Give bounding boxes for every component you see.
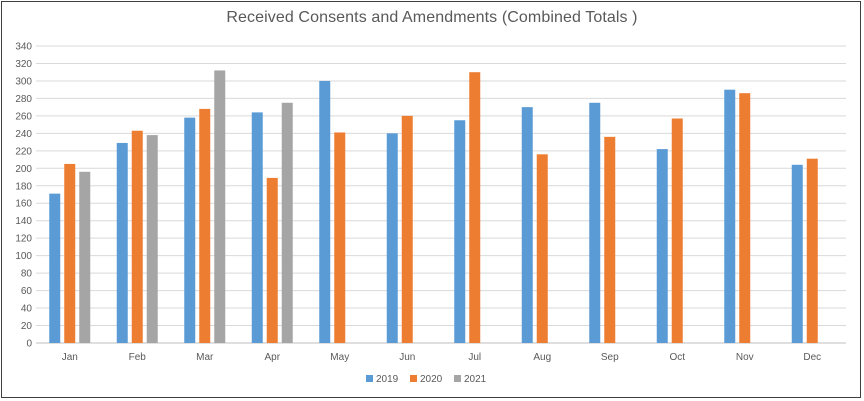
- y-tick-label: 140: [15, 216, 32, 227]
- bars: [49, 70, 818, 344]
- y-tick-label: 280: [15, 94, 32, 105]
- bar-2019-mar: [184, 117, 196, 343]
- x-tick-label: Aug: [533, 352, 551, 363]
- bar-2020-mar: [199, 108, 211, 343]
- legend-label: 2019: [376, 374, 399, 385]
- bar-2019-apr: [251, 112, 263, 343]
- bar-2019-oct: [656, 149, 668, 343]
- y-tick-label: 0: [26, 339, 32, 350]
- x-axis: Jan Feb Mar Apr May Jun Jul Aug Sep Oct Nov Dec: [62, 352, 821, 363]
- bar-2019-dec: [791, 164, 803, 343]
- gridlines: [36, 45, 846, 344]
- chart-title: Received Consents and Amendments (Combin…: [226, 9, 638, 26]
- x-tick-label: Sep: [601, 352, 619, 363]
- y-tick-label: 200: [15, 164, 32, 175]
- y-tick-label: 340: [15, 42, 32, 53]
- x-tick-label: Nov: [736, 352, 754, 363]
- x-tick-label: Oct: [669, 352, 685, 363]
- x-tick-label: Mar: [196, 352, 214, 363]
- bar-2020-oct: [671, 118, 683, 344]
- y-tick-label: 60: [21, 286, 33, 297]
- y-tick-label: 80: [21, 269, 33, 280]
- bar-2020-apr: [266, 177, 278, 343]
- y-tick-label: 300: [15, 76, 32, 87]
- legend-swatch-2019: [366, 375, 373, 382]
- x-tick-label: Apr: [264, 352, 280, 363]
- x-tick-label: Feb: [129, 352, 147, 363]
- bar-2021-jan: [79, 171, 91, 343]
- bar-2020-nov: [739, 93, 751, 343]
- legend-swatch-2020: [410, 375, 417, 382]
- bar-2020-aug: [536, 154, 548, 343]
- bar-2020-sep: [604, 136, 616, 343]
- bar-2020-jul: [469, 72, 481, 344]
- y-tick-label: 40: [21, 304, 33, 315]
- legend-label: 2020: [420, 374, 443, 385]
- bar-2019-jul: [454, 120, 466, 343]
- bar-2019-may: [319, 80, 331, 344]
- bar-2019-feb: [116, 142, 128, 343]
- x-tick-label: Jan: [62, 352, 78, 363]
- bar-2019-jun: [386, 133, 398, 343]
- y-axis: 0 20 40 60 80 100 120 140 160 180 200 220 240 260 280 3…: [15, 42, 32, 350]
- x-tick-label: Dec: [803, 352, 821, 363]
- bar-2021-mar: [214, 70, 226, 343]
- y-tick-label: 240: [15, 129, 32, 140]
- bar-2020-may: [334, 132, 346, 343]
- y-tick-label: 160: [15, 199, 32, 210]
- x-tick-label: Jul: [468, 352, 481, 363]
- y-tick-label: 20: [21, 321, 33, 332]
- bar-2020-jan: [64, 163, 76, 343]
- bar-2020-dec: [806, 158, 818, 343]
- bar-2019-jan: [49, 193, 61, 343]
- bar-2020-jun: [401, 115, 413, 343]
- bar-2021-apr: [281, 102, 293, 343]
- legend: 2019 2020 2021: [366, 374, 487, 385]
- bar-2020-feb: [131, 130, 143, 343]
- x-tick-label: May: [330, 352, 349, 363]
- y-tick-label: 180: [15, 181, 32, 192]
- y-tick-label: 120: [15, 234, 32, 245]
- y-tick-label: 320: [15, 59, 32, 70]
- y-tick-label: 100: [15, 251, 32, 262]
- bar-2019-nov: [724, 89, 736, 343]
- x-tick-label: Jun: [399, 352, 415, 363]
- bar-2019-sep: [589, 102, 601, 343]
- bar-2019-aug: [521, 107, 533, 343]
- bar-2021-feb: [146, 135, 158, 343]
- y-tick-label: 220: [15, 146, 32, 157]
- legend-label: 2021: [464, 374, 487, 385]
- y-tick-label: 260: [15, 111, 32, 122]
- legend-swatch-2021: [454, 375, 461, 382]
